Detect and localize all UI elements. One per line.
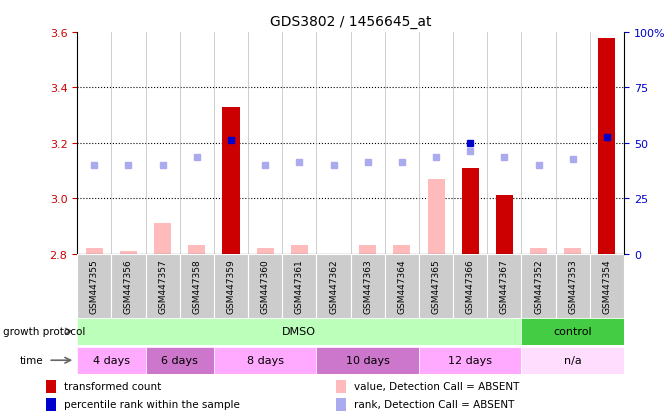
Text: GSM447357: GSM447357: [158, 259, 167, 313]
Bar: [248, 254, 282, 318]
Bar: [556, 254, 590, 318]
Text: GSM447367: GSM447367: [500, 259, 509, 313]
Text: 10 days: 10 days: [346, 355, 390, 366]
Bar: [189, 246, 205, 254]
Text: control: control: [554, 326, 592, 337]
Bar: [384, 254, 419, 318]
Bar: [317, 254, 350, 318]
Bar: [427, 179, 445, 254]
Bar: [496, 196, 513, 254]
Text: GSM447354: GSM447354: [603, 259, 611, 313]
Bar: [419, 347, 521, 374]
Text: GSM447359: GSM447359: [227, 259, 236, 313]
Text: value, Detection Call = ABSENT: value, Detection Call = ABSENT: [354, 381, 519, 391]
Bar: [146, 254, 180, 318]
Bar: [487, 254, 521, 318]
Bar: [359, 246, 376, 254]
Text: percentile rank within the sample: percentile rank within the sample: [64, 399, 240, 409]
Text: GSM447365: GSM447365: [431, 259, 441, 313]
Bar: [282, 254, 317, 318]
Bar: [154, 223, 171, 254]
Bar: [291, 246, 308, 254]
Text: GSM447358: GSM447358: [193, 259, 201, 313]
Bar: [419, 254, 453, 318]
Bar: [46, 380, 56, 393]
Bar: [214, 347, 317, 374]
Bar: [336, 380, 346, 393]
Text: 12 days: 12 days: [448, 355, 493, 366]
Bar: [111, 254, 146, 318]
Title: GDS3802 / 1456645_at: GDS3802 / 1456645_at: [270, 15, 431, 29]
Text: n/a: n/a: [564, 355, 582, 366]
Text: time: time: [20, 355, 44, 366]
Bar: [521, 318, 624, 345]
Bar: [462, 169, 479, 254]
Bar: [214, 254, 248, 318]
Text: GSM447366: GSM447366: [466, 259, 474, 313]
Text: 8 days: 8 days: [247, 355, 284, 366]
Bar: [590, 254, 624, 318]
Bar: [317, 347, 419, 374]
Text: 4 days: 4 days: [93, 355, 130, 366]
Text: GSM447360: GSM447360: [260, 259, 270, 313]
Text: GSM447353: GSM447353: [568, 259, 577, 313]
Text: GSM447361: GSM447361: [295, 259, 304, 313]
Bar: [180, 254, 214, 318]
Bar: [256, 249, 274, 254]
Bar: [351, 254, 384, 318]
Bar: [222, 108, 240, 254]
Bar: [77, 347, 146, 374]
Text: GSM447352: GSM447352: [534, 259, 543, 313]
Text: GSM447355: GSM447355: [90, 259, 99, 313]
Bar: [46, 398, 56, 411]
Text: 6 days: 6 days: [161, 355, 198, 366]
Bar: [336, 398, 346, 411]
Bar: [521, 347, 624, 374]
Bar: [77, 318, 521, 345]
Bar: [453, 254, 487, 318]
Bar: [120, 251, 137, 254]
Text: growth protocol: growth protocol: [3, 326, 86, 337]
Bar: [393, 246, 411, 254]
Bar: [86, 249, 103, 254]
Bar: [599, 38, 615, 254]
Text: rank, Detection Call = ABSENT: rank, Detection Call = ABSENT: [354, 399, 514, 409]
Bar: [146, 347, 214, 374]
Text: GSM447362: GSM447362: [329, 259, 338, 313]
Bar: [77, 254, 111, 318]
Text: DMSO: DMSO: [282, 326, 316, 337]
Bar: [530, 249, 547, 254]
Text: transformed count: transformed count: [64, 381, 161, 391]
Text: GSM447364: GSM447364: [397, 259, 407, 313]
Bar: [521, 254, 556, 318]
Text: GSM447356: GSM447356: [124, 259, 133, 313]
Text: GSM447363: GSM447363: [363, 259, 372, 313]
Bar: [564, 249, 581, 254]
